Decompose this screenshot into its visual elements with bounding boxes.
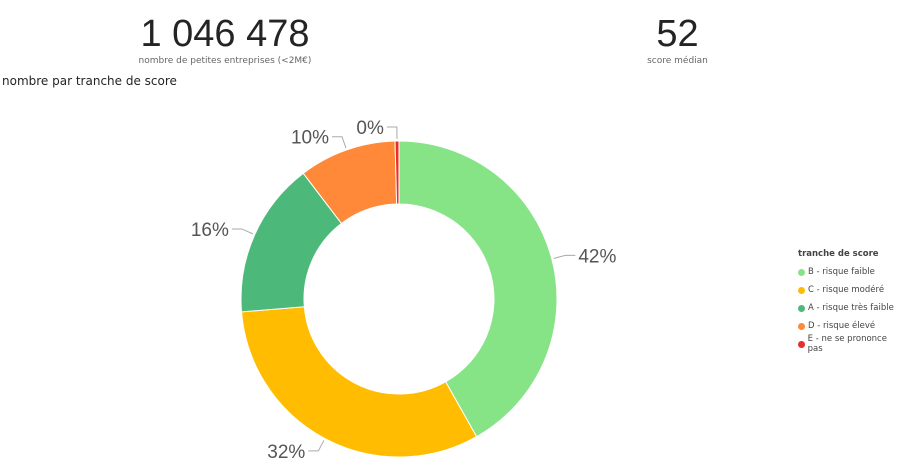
slice-0[interactable]	[398, 140, 558, 438]
leader-line-1	[308, 440, 325, 452]
legend-item[interactable]: E - ne se prononce pas	[798, 334, 900, 354]
kpi-value: 1 046 478	[140, 13, 310, 55]
data-label-0: 42%	[578, 246, 616, 267]
leader-line-0	[553, 254, 576, 259]
legend-item[interactable]: D - risque élevé	[798, 317, 900, 335]
kpi-label: nombre de petites entreprises (<2M€)	[138, 56, 312, 66]
legend-dot-icon	[798, 268, 805, 276]
leader-line-3	[331, 136, 347, 149]
legend-title: tranche de score	[798, 249, 879, 259]
legend-label: A - risque très faible	[808, 303, 894, 313]
kpi-median-score: 52 score médian	[600, 14, 755, 66]
data-label-2: 16%	[191, 220, 229, 241]
legend-label: B - risque faible	[808, 267, 875, 277]
legend-dot-icon	[798, 322, 805, 330]
leader-line-2	[231, 228, 254, 235]
data-label-3: 10%	[291, 128, 329, 149]
chart-title: nombre par tranche de score	[2, 74, 177, 88]
slice-4[interactable]	[394, 140, 400, 205]
legend-dot-icon	[798, 286, 805, 294]
data-label-1: 32%	[267, 442, 305, 463]
legend-label: C - risque modéré	[808, 285, 885, 295]
kpi-company-count: 1 046 478 nombre de petites entreprises …	[110, 14, 340, 66]
legend: tranche de score B - risque faible C - ri…	[798, 249, 900, 354]
legend-item[interactable]: C - risque modéré	[798, 281, 900, 299]
data-label-4: 0%	[356, 118, 384, 139]
kpi-value: 52	[656, 13, 699, 55]
legend-dot-icon	[798, 304, 805, 312]
legend-label: E - ne se prononce pas	[807, 334, 887, 354]
slice-1[interactable]	[240, 306, 478, 458]
legend-label: D - risque élevé	[808, 321, 876, 331]
legend-item[interactable]: B - risque faible	[798, 263, 900, 281]
leader-line-4	[386, 126, 398, 140]
legend-dot-icon	[798, 340, 805, 348]
kpi-label: score médian	[647, 56, 708, 66]
legend-item[interactable]: A - risque très faible	[798, 299, 900, 317]
